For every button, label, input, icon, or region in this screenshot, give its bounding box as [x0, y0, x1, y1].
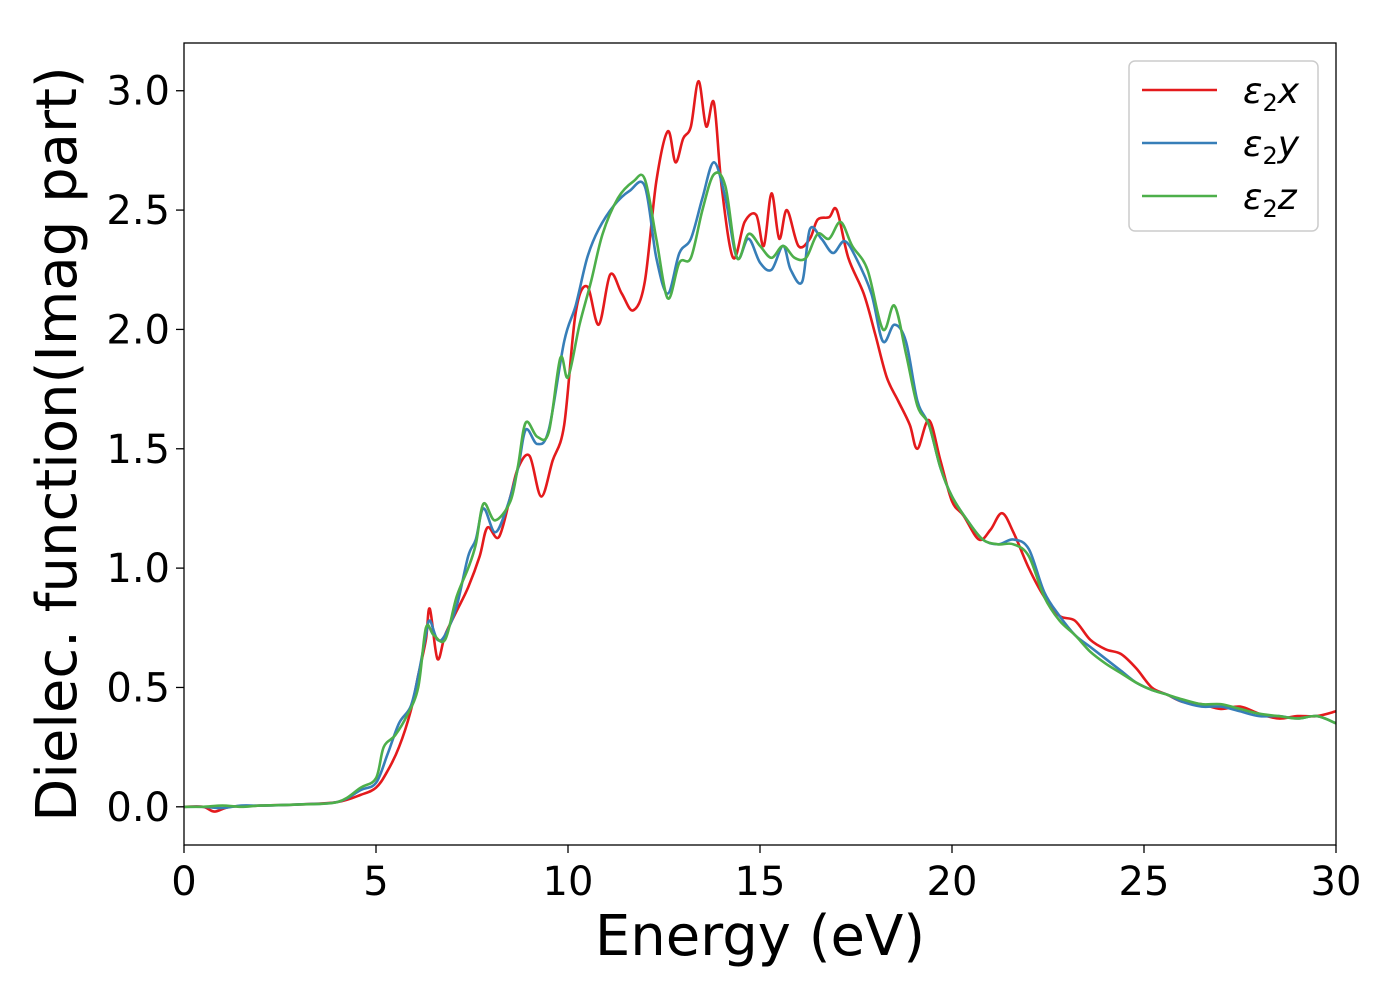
- legend-label-z: ε2z: [1243, 177, 1298, 223]
- legend-box: [1128, 60, 1319, 232]
- x-tick-label: 0: [171, 859, 196, 905]
- y-tick-label: 2.0: [106, 307, 170, 353]
- x-tick-label: 15: [735, 859, 786, 905]
- x-tick-label: 5: [363, 859, 388, 905]
- x-tick-label: 10: [543, 859, 594, 905]
- series-line-y: [183, 161, 1337, 810]
- legend-label-y: ε2y: [1243, 124, 1300, 170]
- x-tick-label: 25: [1119, 859, 1170, 905]
- y-tick-label: 3.0: [106, 69, 170, 115]
- y-tick-label: 0.5: [106, 665, 170, 711]
- y-axis: 0.0 0.5 1.0 1.5 2.0 2.5 3.0: [106, 69, 184, 831]
- x-axis-label: Energy (eV): [595, 904, 925, 969]
- series-line-x: [183, 79, 1337, 813]
- x-axis: 0 5 10 15 20 25 30: [171, 845, 1361, 905]
- x-tick-label: 30: [1311, 859, 1362, 905]
- y-tick-label: 2.5: [106, 188, 170, 234]
- y-tick-label: 1.0: [106, 546, 170, 592]
- x-tick-label: 20: [927, 859, 978, 905]
- y-tick-label: 1.5: [106, 427, 170, 473]
- y-axis-label: Dielec. function(Imag part): [25, 66, 90, 822]
- series-line-z: [183, 171, 1337, 809]
- legend-label-x: ε2x: [1243, 71, 1300, 117]
- legend: ε2x ε2y ε2z: [1128, 60, 1319, 232]
- series-layer: [183, 79, 1337, 813]
- y-tick-label: 0.0: [106, 785, 170, 831]
